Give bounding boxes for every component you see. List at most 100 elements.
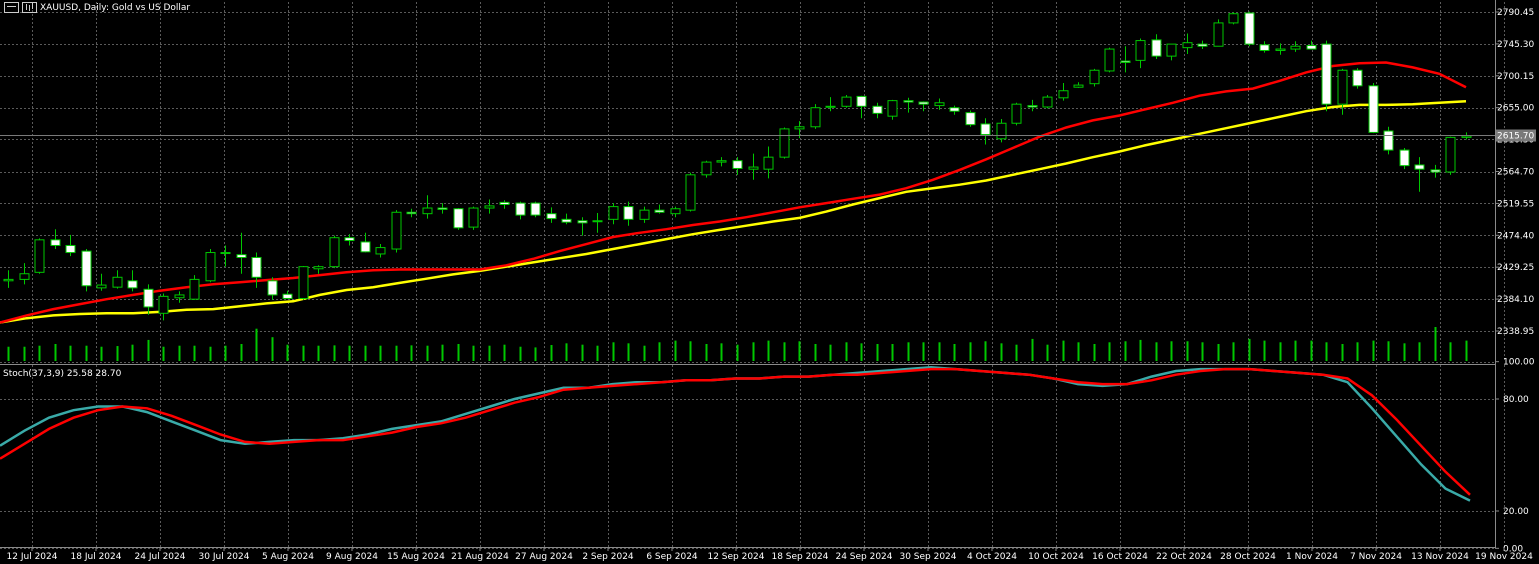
price-tick-label: 2338.95	[1497, 327, 1534, 337]
price-axis: 2790.452745.302700.152655.002610.302564.…	[1495, 8, 1536, 554]
current-price-badge	[1496, 129, 1536, 142]
candle-bull	[1089, 69, 1100, 85]
candle-bull	[298, 266, 309, 299]
candle-bull	[1275, 48, 1286, 51]
stoch-tick-label: 80.00	[1503, 395, 1529, 405]
candle-bear	[406, 211, 417, 215]
candle-bull	[19, 273, 30, 280]
candle-bull	[716, 160, 727, 163]
candle-bull	[685, 174, 696, 211]
candle-bear	[50, 239, 61, 246]
candle-bear	[530, 202, 541, 216]
candle-bear	[623, 206, 634, 220]
chart-type-icon[interactable]	[22, 2, 37, 13]
ma-fast-line	[0, 61, 1467, 324]
current-price-label: 2615.70	[1497, 132, 1534, 142]
time-tick-label: 7 Nov 2024	[1350, 552, 1402, 562]
candle-bull	[205, 252, 216, 282]
stoch-signal-line	[0, 367, 1471, 496]
candle-bull	[1213, 22, 1224, 47]
candle-bull	[174, 294, 185, 299]
candle-bear	[220, 252, 231, 255]
candle-bull	[422, 207, 433, 215]
candle-bull	[3, 278, 14, 282]
candle-bull	[313, 266, 324, 270]
price-tick-label: 2655.00	[1497, 104, 1534, 114]
time-axis: 12 Jul 2024 18 Jul 2024 24 Jul 2024 30 Jul …	[7, 548, 1533, 562]
time-tick-label: 18 Sep 2024	[771, 552, 828, 562]
price-tick-label: 2564.70	[1497, 168, 1534, 178]
candle-bear	[965, 112, 976, 126]
time-tick-label: 13 Nov 2024	[1411, 552, 1469, 562]
candle-bear	[453, 208, 464, 229]
time-tick-label: 24 Jul 2024	[135, 552, 186, 562]
moving-average-fast	[0, 61, 1467, 324]
candle-bull	[670, 208, 681, 215]
time-tick-label: 21 Aug 2024	[451, 552, 509, 562]
time-tick-label: 9 Aug 2024	[326, 552, 378, 562]
price-tick-label: 2519.55	[1497, 199, 1534, 209]
candle-bear	[127, 280, 138, 289]
candle-bear	[65, 244, 76, 254]
time-tick-label: 5 Aug 2024	[262, 552, 314, 562]
candle-bear	[1430, 169, 1441, 173]
candle-bear	[980, 123, 991, 136]
candle-bull	[375, 247, 386, 255]
window-buttons-icon[interactable]	[4, 2, 19, 13]
time-tick-label: 30 Jul 2024	[199, 552, 250, 562]
price-tick-label: 2745.30	[1497, 40, 1534, 50]
candle-bull	[1461, 135, 1472, 138]
chart-frame	[0, 0, 1496, 548]
time-tick-label: 15 Aug 2024	[387, 552, 445, 562]
candle-bear	[949, 107, 960, 112]
candle-bull	[748, 166, 759, 170]
candle-bull	[34, 239, 45, 273]
candle-bear	[872, 105, 883, 114]
candle-bear	[360, 241, 371, 253]
time-tick-label: 12 Sep 2024	[707, 552, 764, 562]
candle-bull	[329, 237, 340, 268]
candle-bull	[1182, 42, 1193, 49]
candle-bull	[158, 295, 169, 314]
candle-bull	[1445, 136, 1456, 173]
time-tick-label: 4 Oct 2024	[967, 552, 1017, 562]
candle-bear	[1244, 12, 1255, 45]
candle-bear	[143, 288, 154, 308]
volume-bars	[7, 327, 1468, 361]
candle-bear	[1120, 60, 1131, 63]
symbol-title: XAUUSD, Daily: Gold vs US Dollar	[40, 2, 191, 13]
candle-bull	[763, 156, 774, 170]
candle-bear	[1414, 164, 1425, 170]
stoch-indicator-label: Stoch(37,3,9) 25.58 28.70	[3, 369, 122, 379]
candle-bull	[484, 205, 495, 209]
candle-bear	[1383, 130, 1394, 151]
stoch-tick-label: 100.00	[1503, 358, 1535, 368]
chart-title-bar: XAUUSD, Daily: Gold vs US Dollar	[4, 2, 190, 13]
candle-bull	[701, 161, 712, 176]
candlesticks	[3, 11, 1472, 321]
candle-bear	[515, 202, 526, 216]
time-tick-label: 24 Sep 2024	[835, 552, 892, 562]
candle-bull	[887, 100, 898, 117]
candle-bull	[608, 206, 619, 220]
candle-bull	[1058, 90, 1069, 99]
candle-bull	[841, 96, 852, 107]
time-tick-label: 2 Sep 2024	[582, 552, 634, 562]
price-tick-label: 2429.25	[1497, 263, 1534, 273]
time-tick-label: 12 Jul 2024	[7, 552, 58, 562]
candle-bear	[251, 256, 262, 278]
candle-bear	[1197, 43, 1208, 47]
stoch-tick-label: 0.00	[1503, 544, 1523, 554]
time-tick-label: 30 Sep 2024	[899, 552, 956, 562]
candle-bull	[1135, 40, 1146, 61]
candle-bull	[1042, 96, 1053, 108]
candle-bear	[1027, 105, 1038, 108]
candle-bear	[918, 101, 929, 105]
candle-bear	[499, 201, 510, 205]
candle-bull	[96, 284, 107, 289]
time-tick-label: 28 Oct 2024	[1220, 552, 1276, 562]
time-tick-label: 27 Aug 2024	[515, 552, 573, 562]
candle-bull	[1290, 45, 1301, 50]
stochastic-panel	[0, 366, 1471, 502]
